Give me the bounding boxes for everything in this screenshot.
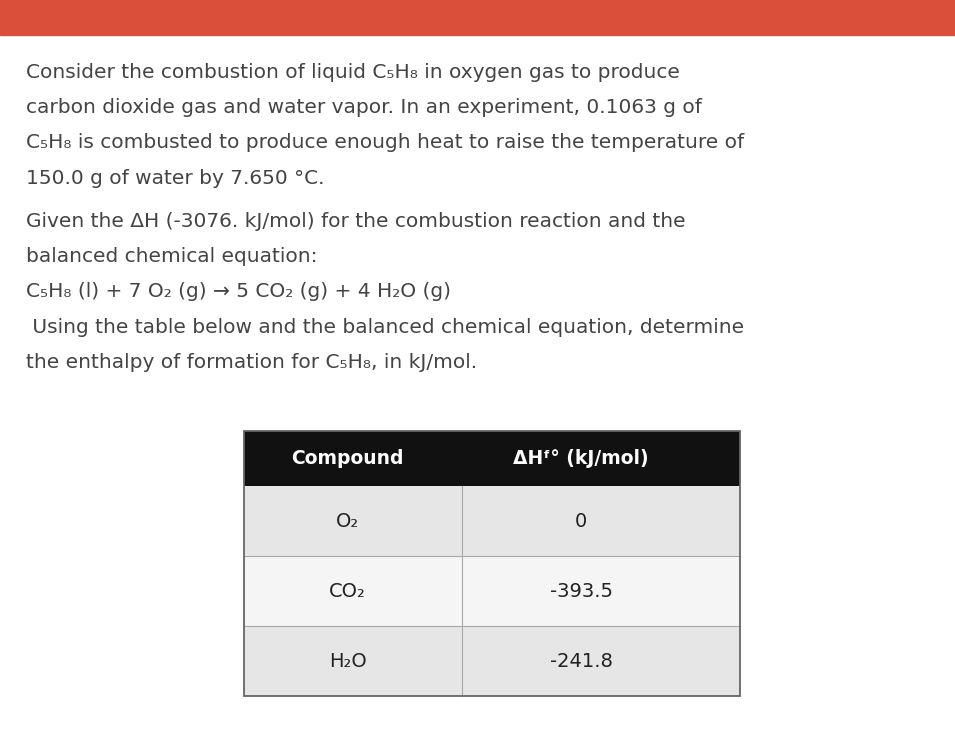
Text: Compound: Compound — [291, 450, 404, 468]
Text: Consider the combustion of liquid C₅H₈ in oxygen gas to produce: Consider the combustion of liquid C₅H₈ i… — [26, 63, 680, 82]
Bar — [244, 431, 740, 696]
Text: -393.5: -393.5 — [550, 582, 613, 601]
Text: balanced chemical equation:: balanced chemical equation: — [26, 247, 317, 266]
Text: 150.0 g of water by 7.650 °C.: 150.0 g of water by 7.650 °C. — [26, 169, 325, 188]
Text: carbon dioxide gas and water vapor. In an experiment, 0.1063 g of: carbon dioxide gas and water vapor. In a… — [26, 98, 702, 117]
Text: 0: 0 — [575, 512, 587, 531]
Text: -241.8: -241.8 — [550, 652, 613, 671]
Bar — [244, 556, 740, 626]
Text: C₅H₈ (l) + 7 O₂ (g) → 5 CO₂ (g) + 4 H₂O (g): C₅H₈ (l) + 7 O₂ (g) → 5 CO₂ (g) + 4 H₂O … — [26, 282, 451, 301]
Text: Using the table below and the balanced chemical equation, determine: Using the table below and the balanced c… — [26, 318, 744, 337]
Text: Given the ΔH (-3076. kJ/mol) for the combustion reaction and the: Given the ΔH (-3076. kJ/mol) for the com… — [26, 212, 686, 231]
Text: ΔHᶠ° (kJ/mol): ΔHᶠ° (kJ/mol) — [514, 450, 649, 468]
Bar — [244, 626, 740, 696]
Bar — [244, 431, 740, 486]
Text: the enthalpy of formation for C₅H₈, in kJ/mol.: the enthalpy of formation for C₅H₈, in k… — [26, 353, 477, 372]
Bar — [0, 0, 955, 35]
Text: O₂: O₂ — [336, 512, 359, 531]
Bar — [244, 486, 740, 556]
Text: C₅H₈ is combusted to produce enough heat to raise the temperature of: C₅H₈ is combusted to produce enough heat… — [26, 133, 744, 153]
Text: CO₂: CO₂ — [329, 582, 367, 601]
Text: H₂O: H₂O — [329, 652, 367, 671]
